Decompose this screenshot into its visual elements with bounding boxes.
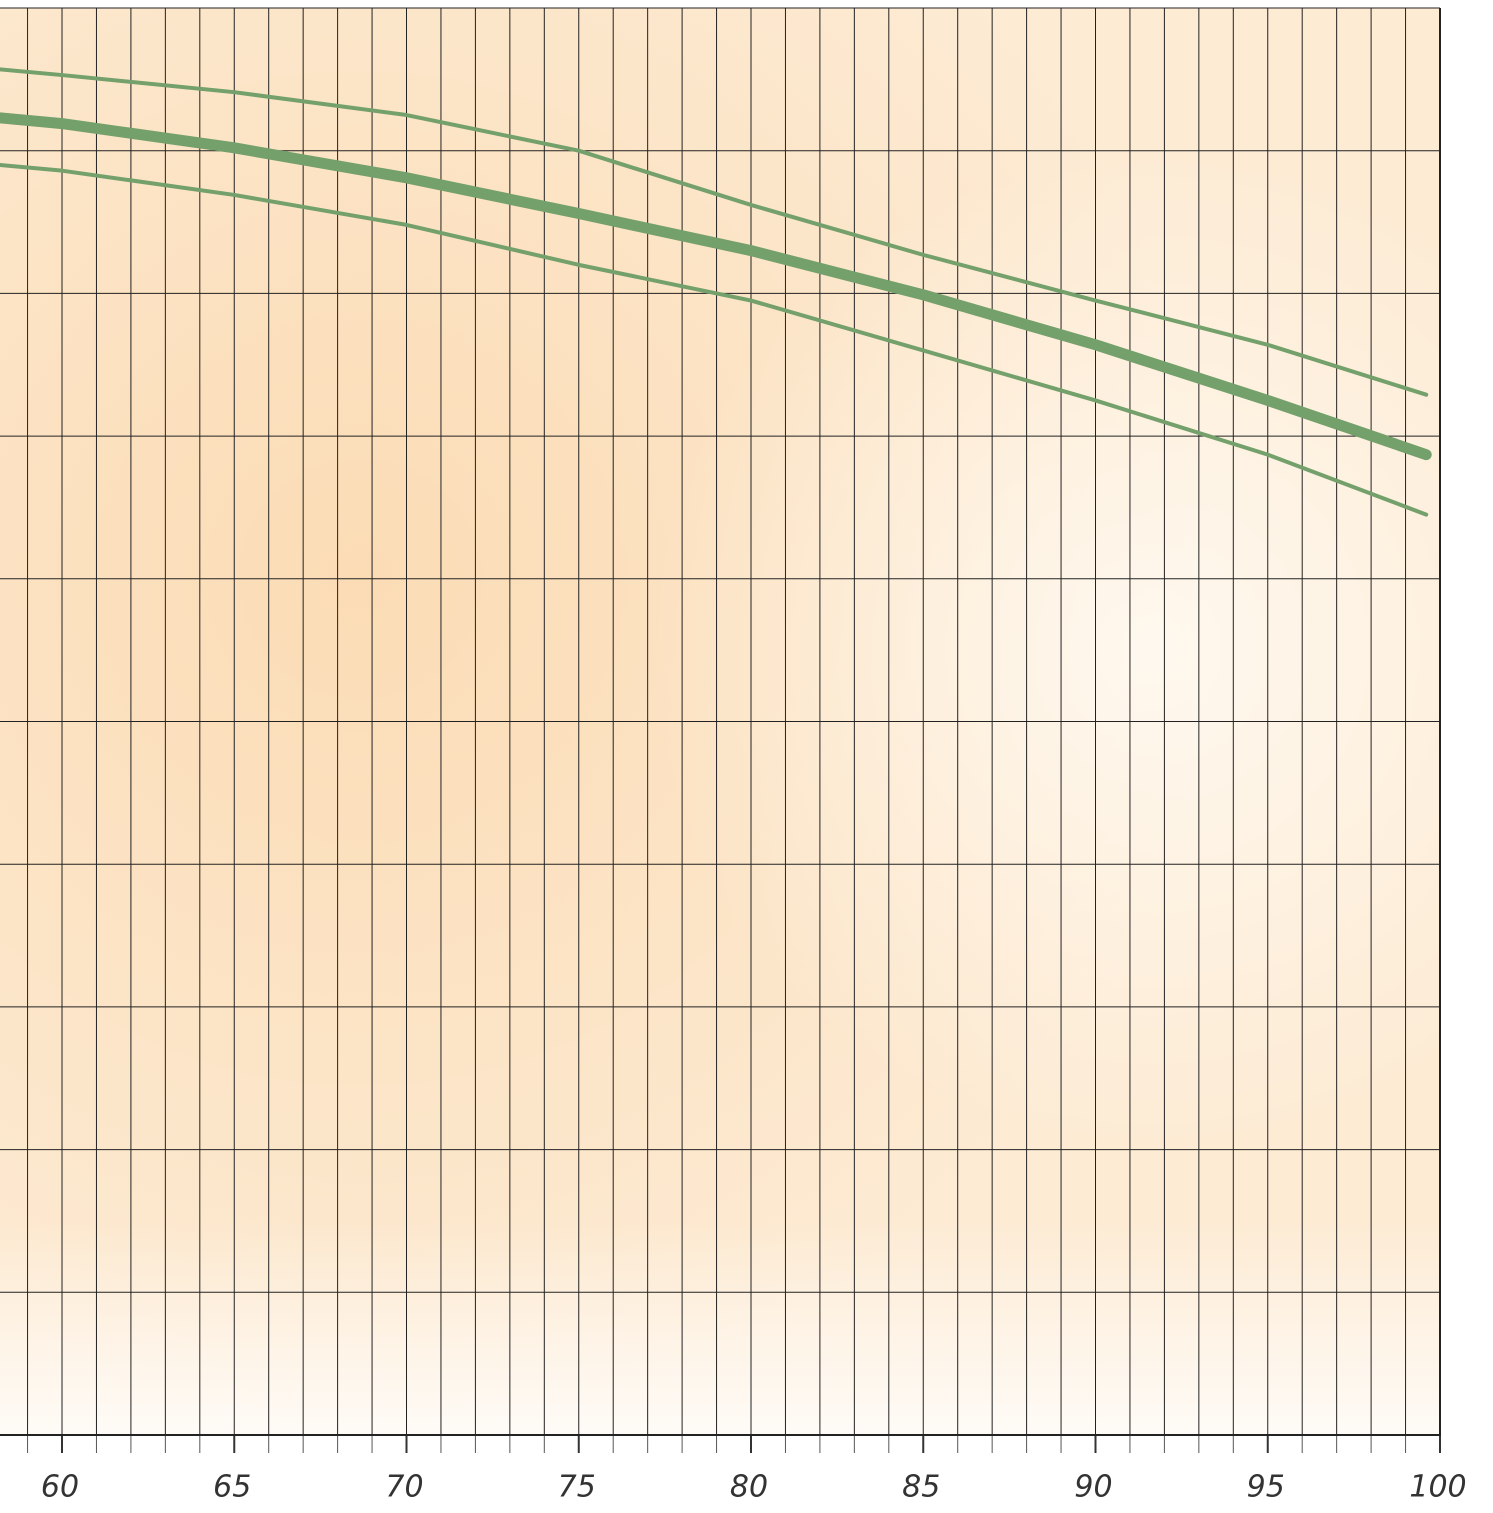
lines <box>0 67 1432 517</box>
x-tick-label: 80 <box>730 1470 768 1505</box>
x-tick-label: 95 <box>1247 1470 1285 1505</box>
series-line <box>0 112 1432 461</box>
x-tick-label: 90 <box>1074 1470 1112 1505</box>
x-tick-label: 85 <box>902 1470 940 1505</box>
x-tick-label: 70 <box>385 1470 423 1505</box>
x-tick-label: 100 <box>1409 1470 1466 1505</box>
axes: 60 65 70 75 80 85 90 95 100 <box>0 8 1467 1505</box>
x-tick-label: 65 <box>213 1470 251 1505</box>
series-line <box>0 162 1429 517</box>
x-tick-label: 60 <box>41 1470 79 1505</box>
series-line <box>0 67 1429 397</box>
x-tick-label: 75 <box>558 1470 596 1505</box>
